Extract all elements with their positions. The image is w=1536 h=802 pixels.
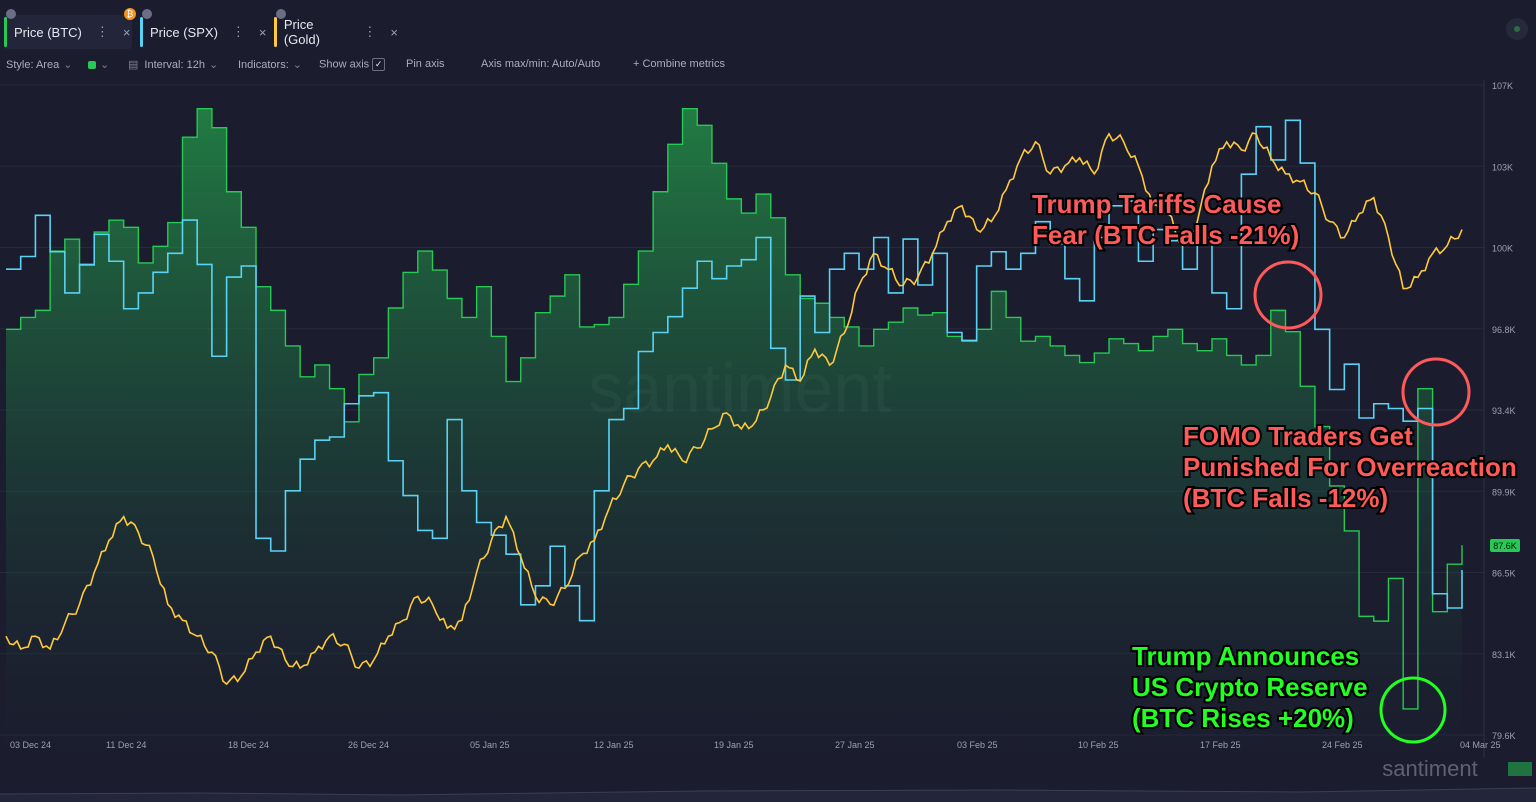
close-icon[interactable]: ×	[122, 24, 131, 40]
y-tick-label: 103K	[1492, 162, 1513, 172]
mini-chart-icon	[1508, 762, 1532, 776]
axis-maxmin-control[interactable]: Axis max/min: Auto/Auto	[481, 58, 600, 70]
color-swatch	[88, 61, 96, 70]
annotation-text-line: (BTC Rises +20%)	[1132, 703, 1354, 733]
tab-label: Price (SPX)	[150, 24, 218, 40]
lock-icon	[276, 9, 286, 19]
axis-maxmin-label: Axis max/min: Auto/Auto	[481, 58, 601, 70]
style-label: Style: Area	[6, 59, 60, 71]
menu-dots-icon[interactable]: ⋮	[95, 24, 109, 39]
calendar-icon: ▤	[128, 59, 139, 71]
tab-price-gold[interactable]: Price (Gold) ⋮ ×	[274, 9, 398, 49]
pin-axis-label: Pin axis	[406, 58, 445, 70]
tab-label: Price (Gold)	[283, 17, 320, 47]
interval-dropdown[interactable]: ▤ Interval: 12h ⌄	[128, 58, 218, 71]
x-tick-label: 19 Jan 25	[714, 740, 754, 750]
show-axis-label: Show axis	[319, 58, 370, 71]
metric-tabs: Price (BTC) ⋮ × ₿ Price (SPX) ⋮ × Price …	[0, 0, 1536, 50]
x-tick-label: 24 Feb 25	[1322, 740, 1363, 750]
x-tick-label: 03 Dec 24	[10, 740, 51, 750]
x-tick-label: 18 Dec 24	[228, 740, 269, 750]
navigator-strip[interactable]: santiment	[0, 758, 1536, 802]
indicators-dropdown[interactable]: Indicators: ⌄	[238, 58, 302, 71]
tab-price-btc[interactable]: Price (BTC) ⋮ ×	[4, 9, 132, 49]
x-tick-label: 12 Jan 25	[594, 740, 634, 750]
style-dropdown[interactable]: Style: Area ⌄	[6, 58, 72, 71]
annotation-text-line: Punished For Overreaction	[1183, 452, 1517, 482]
spx-color-bar	[140, 17, 143, 47]
gold-color-bar	[274, 17, 277, 47]
combine-metrics-button[interactable]: + Combine metrics	[633, 58, 725, 70]
annotation-text-line: (BTC Falls -12%)	[1183, 483, 1388, 513]
footer-logo: santiment	[1382, 758, 1477, 781]
x-tick-label: 11 Dec 24	[106, 740, 146, 750]
show-axis-toggle[interactable]: Show axis ✓	[319, 58, 386, 71]
btc-area	[6, 108, 1462, 758]
close-icon[interactable]: ×	[258, 24, 267, 40]
combine-metrics-label: + Combine metrics	[633, 58, 726, 70]
close-icon[interactable]: ×	[390, 24, 398, 40]
annotation-circle-reserve	[1379, 676, 1447, 744]
tab-price-spx[interactable]: ₿ Price (SPX) ⋮ ×	[124, 8, 268, 49]
menu-dots-icon[interactable]: ⋮	[363, 24, 377, 39]
gold-series-line	[5, 132, 1463, 686]
x-tick-label: 17 Feb 25	[1200, 740, 1241, 750]
y-tick-label: 93.4K	[1492, 406, 1516, 416]
lock-icon	[142, 9, 152, 19]
annotation-circle-fomo	[1401, 357, 1471, 427]
tab-label: Price (BTC)	[14, 24, 82, 40]
chevron-down-icon: ⌄	[292, 59, 302, 71]
x-tick-label: 05 Jan 25	[470, 740, 510, 750]
y-tick-label: 89.9K	[1492, 487, 1516, 497]
spx-series-line	[6, 119, 1463, 622]
y-axis: 107K 103K 100K 96.8K 93.4K 89.9K 86.5K 83.1K 79.…	[1492, 81, 1516, 741]
btc-color-bar	[4, 17, 7, 47]
x-tick-label: 26 Dec 24	[348, 740, 389, 750]
settings-circle-icon[interactable]	[1506, 18, 1528, 40]
chart-toolbar: Style: Area ⌄ ⌄ ▤ Interval: 12h ⌄ Indicator…	[0, 55, 1536, 75]
price-chart[interactable]: santiment 107K103K100K96.8K93.4K89.9K86.…	[0, 80, 1536, 758]
annotation-text-line: Fear (BTC Falls -21%)	[1032, 220, 1299, 250]
pin-axis-toggle[interactable]: Pin axis	[406, 58, 445, 70]
bitcoin-icon: ₿	[124, 8, 136, 20]
lock-icon	[6, 9, 16, 19]
indicators-label: Indicators:	[238, 59, 289, 71]
btc-series-line	[6, 108, 1463, 710]
y-tick-label: 96.8K	[1492, 325, 1516, 335]
chevron-down-icon: ⌄	[63, 59, 73, 71]
x-tick-label: 10 Feb 25	[1078, 740, 1119, 750]
color-dropdown[interactable]: ⌄	[88, 58, 109, 71]
x-tick-label: 03 Feb 25	[957, 740, 998, 750]
y-tick-label: 100K	[1492, 244, 1513, 254]
y-tick-label: 83.1K	[1492, 650, 1516, 660]
annotation-text-line: US Crypto Reserve	[1132, 672, 1368, 702]
annotation-text-line: Trump Announces	[1132, 641, 1359, 671]
x-axis: 03 Dec 24 11 Dec 24 18 Dec 24 26 Dec 24 05 J…	[10, 740, 1501, 750]
chevron-down-icon: ⌄	[208, 59, 219, 71]
annotation-circle-tariffs	[1253, 260, 1323, 330]
interval-label: Interval: 12h	[144, 59, 205, 71]
x-tick-label: 04 Mar 25	[1460, 740, 1501, 750]
checkbox-icon[interactable]: ✓	[372, 58, 386, 71]
y-tick-label: 107K	[1492, 81, 1513, 91]
current-price-tag: 87.6K	[1490, 539, 1520, 552]
x-tick-label: 27 Jan 25	[835, 740, 875, 750]
annotation-text-line: Trump Tariffs Cause	[1032, 189, 1281, 219]
annotation-text-line: FOMO Traders Get	[1183, 421, 1413, 451]
current-price-label: 87.6K	[1493, 541, 1517, 551]
chevron-down-icon: ⌄	[100, 59, 110, 71]
y-tick-label: 86.5K	[1492, 569, 1516, 579]
y-tick-label: 79.6K	[1492, 731, 1516, 741]
menu-dots-icon[interactable]: ⋮	[231, 24, 245, 39]
